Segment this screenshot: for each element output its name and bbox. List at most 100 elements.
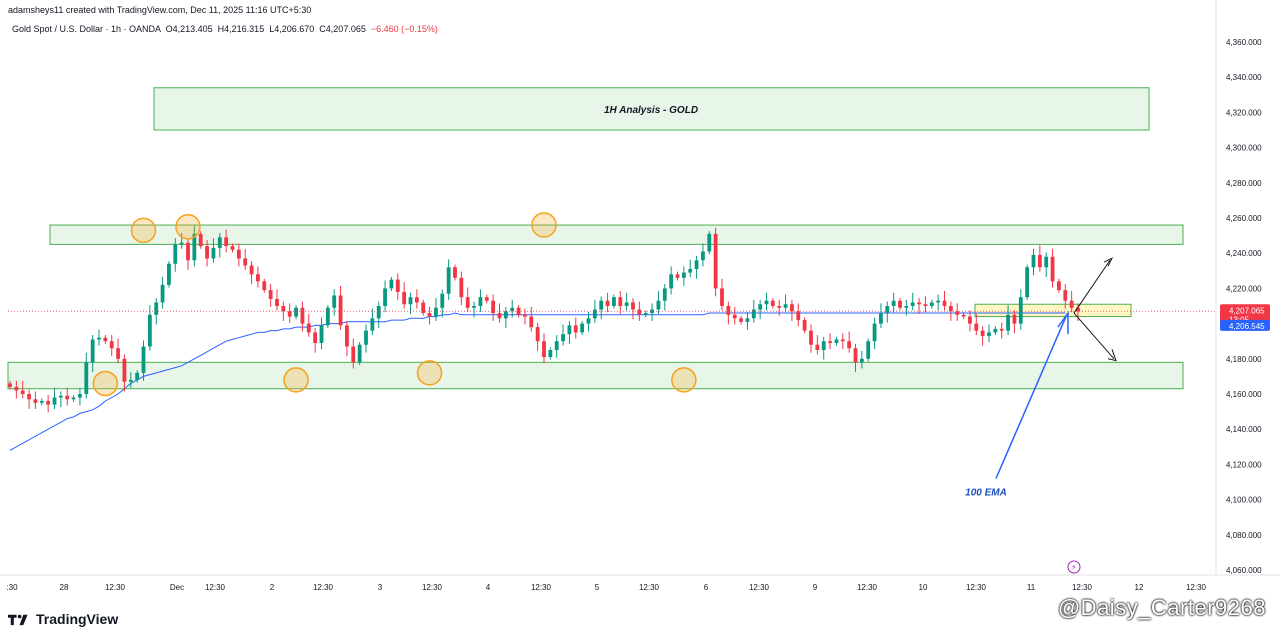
candle-body: [173, 244, 178, 264]
candle-body: [993, 328, 998, 333]
candle-body: [484, 297, 489, 301]
candle-body: [745, 318, 750, 322]
time-tick-label: 12:30: [105, 583, 126, 592]
time-tick-label: 12:30: [1072, 583, 1093, 592]
candle-body: [389, 279, 394, 289]
time-tick-label: 2: [270, 583, 275, 592]
price-tick-label: 4,340.000: [1226, 73, 1262, 82]
candle-body: [535, 327, 540, 342]
candle-body: [529, 316, 534, 328]
candle-body: [408, 297, 413, 305]
candle-body: [1037, 254, 1042, 268]
low-value: 4,206.670: [274, 24, 315, 34]
candle-body: [497, 313, 502, 319]
candle-body: [268, 290, 273, 299]
candle-body: [472, 306, 476, 308]
close-value: 4,207.065: [325, 24, 366, 34]
candle-body: [1044, 256, 1049, 268]
candle-body: [885, 306, 890, 314]
candle-body: [599, 300, 604, 310]
swing-high-marker: [175, 214, 201, 240]
candle-body: [287, 311, 292, 317]
candle-body: [821, 341, 826, 350]
candle-body: [707, 233, 712, 252]
candle-body: [802, 320, 807, 331]
candle-body: [1057, 281, 1061, 291]
price-tick-label: 4,120.000: [1226, 460, 1262, 469]
candle-body: [739, 318, 743, 322]
candle-body: [230, 246, 235, 250]
candle-body: [573, 325, 578, 333]
candle-body: [364, 330, 368, 345]
bullish-scenario-arrow: [1073, 259, 1111, 314]
candle-body: [294, 307, 298, 317]
candle-body: [974, 323, 979, 331]
candle-body: [402, 291, 407, 305]
candle-body: [815, 344, 820, 350]
candle-body: [809, 330, 813, 345]
candle-body: [186, 242, 190, 261]
time-tick-label: 4: [486, 583, 491, 592]
bearish-scenario-arrow: [1073, 312, 1115, 360]
candle-body: [395, 279, 400, 292]
candle-body: [510, 307, 515, 312]
swing-high-marker: [531, 212, 557, 238]
candle-body: [866, 341, 871, 359]
candle-body: [8, 383, 12, 387]
candle-body: [828, 341, 832, 343]
candle-body: [548, 350, 553, 358]
candle-body: [662, 288, 667, 301]
candle-body: [675, 274, 680, 278]
ema-pointer-arrow: [995, 316, 1067, 479]
candle-body: [90, 339, 95, 363]
candle-body: [955, 311, 960, 315]
chart-credit: adamsheys11 created with TradingView.com…: [8, 5, 312, 15]
candle-body: [732, 314, 737, 319]
candle-body: [942, 300, 947, 306]
time-tick-label: 12:30: [966, 583, 987, 592]
candle-body: [236, 249, 241, 259]
candle-body: [109, 341, 114, 349]
time-tick-label: 12:30: [1186, 583, 1207, 592]
candle-body: [306, 323, 311, 333]
time-tick-label: Dec: [170, 583, 184, 592]
candle-body: [783, 304, 788, 308]
candle-body: [370, 318, 375, 331]
price-tick-label: 4,260.000: [1226, 214, 1262, 223]
candle-body: [243, 258, 248, 266]
symbol-name[interactable]: Gold Spot / U.S. Dollar · 1h · OANDA: [12, 24, 161, 34]
candle-body: [52, 397, 57, 405]
time-tick-label: 6: [704, 583, 709, 592]
candle-body: [357, 344, 362, 363]
tradingview-brand[interactable]: TradingView: [8, 611, 118, 627]
candle-body: [650, 309, 654, 314]
candle-body: [612, 297, 616, 306]
time-tick-label: 11: [1027, 583, 1036, 592]
ema-annotation: 100 EMA: [965, 488, 1007, 499]
candle-body: [198, 233, 203, 247]
candle-body: [300, 307, 305, 324]
candle-body: [275, 298, 279, 306]
candle-body: [211, 247, 216, 259]
candle-body: [141, 346, 146, 373]
candle-body: [192, 233, 197, 261]
candle-body: [637, 309, 642, 315]
candle-body: [256, 274, 260, 282]
candle-body: [904, 306, 909, 308]
candle-body: [179, 242, 184, 245]
ema-price-value: 4,206.545: [1229, 322, 1265, 331]
candle-body: [523, 314, 527, 317]
candle-body: [20, 390, 25, 394]
time-tick-label: 9: [813, 583, 818, 592]
candle-body: [694, 260, 699, 270]
candle-body: [592, 309, 597, 319]
candle-body: [713, 233, 718, 289]
change-value: −6.460 (−0.15%): [370, 24, 438, 34]
candle-body: [65, 395, 70, 400]
watermark: @Daisy_Carter9268: [1057, 595, 1266, 620]
time-tick-label: 12:30: [749, 583, 770, 592]
candle-body: [605, 300, 610, 306]
candle-body: [1063, 290, 1068, 301]
candle-body: [580, 323, 585, 333]
